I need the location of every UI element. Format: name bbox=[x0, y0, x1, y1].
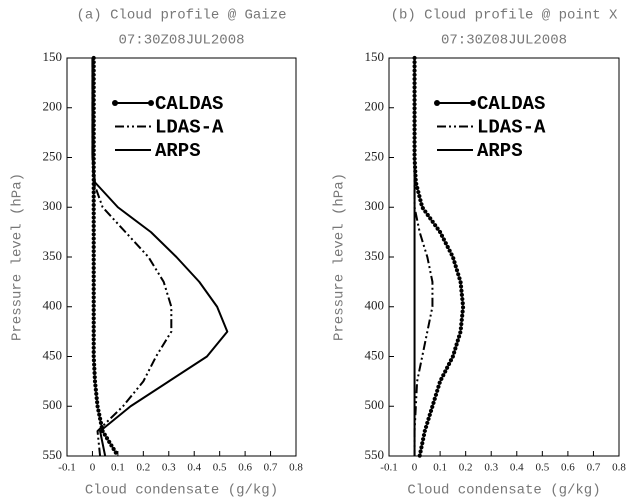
chart-title: (a) Cloud profile @ Gaize bbox=[76, 8, 286, 24]
x-tick-label: 0.4 bbox=[187, 462, 201, 474]
x-tick-label: 0.2 bbox=[459, 462, 473, 474]
x-tick-label: 0.4 bbox=[510, 462, 524, 474]
legend-marker bbox=[148, 100, 154, 106]
legend-marker bbox=[112, 100, 118, 106]
data-line bbox=[413, 58, 434, 456]
y-tick-label: 400 bbox=[365, 298, 385, 313]
y-tick-label: 300 bbox=[365, 198, 385, 213]
x-tick-label: 0.3 bbox=[484, 462, 498, 474]
x-tick-label: -0.1 bbox=[58, 462, 75, 474]
y-axis-label: Pressure level (hPa) bbox=[332, 173, 348, 341]
legend-marker bbox=[434, 100, 440, 106]
x-tick-label: 0 bbox=[90, 462, 96, 474]
chart-subtitle: 07:30Z08JUL2008 bbox=[441, 33, 567, 49]
x-tick-label: 0.8 bbox=[612, 462, 626, 474]
y-axis-label: Pressure level (hPa) bbox=[10, 173, 26, 341]
legend-label: ARPS bbox=[155, 140, 201, 162]
y-tick-label: 300 bbox=[43, 198, 63, 213]
x-axis-label: Cloud condensate (g/kg) bbox=[85, 483, 278, 499]
x-tick-label: 0.7 bbox=[587, 462, 601, 474]
x-tick-label: -0.1 bbox=[380, 462, 397, 474]
legend-label: LDAS-A bbox=[477, 117, 546, 139]
data-line bbox=[91, 58, 229, 457]
y-tick-label: 150 bbox=[43, 49, 63, 64]
legend-label: CALDAS bbox=[477, 93, 545, 115]
x-tick-label: 0.2 bbox=[136, 462, 150, 474]
y-tick-label: 200 bbox=[43, 99, 63, 114]
y-tick-label: 350 bbox=[43, 248, 63, 263]
x-tick-label: 0 bbox=[412, 462, 418, 474]
y-tick-label: 550 bbox=[365, 447, 385, 462]
legend-label: CALDAS bbox=[155, 93, 223, 115]
x-tick-label: 0.6 bbox=[238, 462, 252, 474]
x-tick-label: 0.3 bbox=[162, 462, 176, 474]
y-tick-label: 350 bbox=[365, 248, 385, 263]
x-tick-label: 0.7 bbox=[264, 462, 278, 474]
y-tick-label: 400 bbox=[43, 298, 63, 313]
y-tick-label: 250 bbox=[365, 148, 385, 163]
data-line bbox=[412, 55, 466, 459]
x-axis-label: Cloud condensate (g/kg) bbox=[407, 483, 600, 499]
x-tick-label: 0.1 bbox=[433, 462, 447, 474]
legend-marker bbox=[470, 100, 476, 106]
y-tick-label: 450 bbox=[43, 347, 63, 362]
x-tick-label: 0.6 bbox=[561, 462, 575, 474]
x-tick-label: 0.1 bbox=[111, 462, 125, 474]
chart-subtitle: 07:30Z08JUL2008 bbox=[118, 33, 244, 49]
x-tick-label: 0.5 bbox=[213, 462, 227, 474]
y-tick-label: 500 bbox=[365, 397, 385, 412]
x-tick-label: 0.5 bbox=[535, 462, 549, 474]
legend-label: LDAS-A bbox=[155, 117, 224, 139]
y-tick-label: 250 bbox=[43, 148, 63, 163]
data-line bbox=[91, 55, 120, 459]
legend-label: ARPS bbox=[477, 140, 523, 162]
y-tick-label: 150 bbox=[365, 49, 385, 64]
x-tick-label: 0.8 bbox=[289, 462, 303, 474]
y-tick-label: 500 bbox=[43, 397, 63, 412]
y-tick-label: 450 bbox=[365, 347, 385, 362]
y-tick-label: 200 bbox=[365, 99, 385, 114]
chart-title: (b) Cloud profile @ point X bbox=[391, 8, 618, 24]
y-tick-label: 550 bbox=[43, 447, 63, 462]
